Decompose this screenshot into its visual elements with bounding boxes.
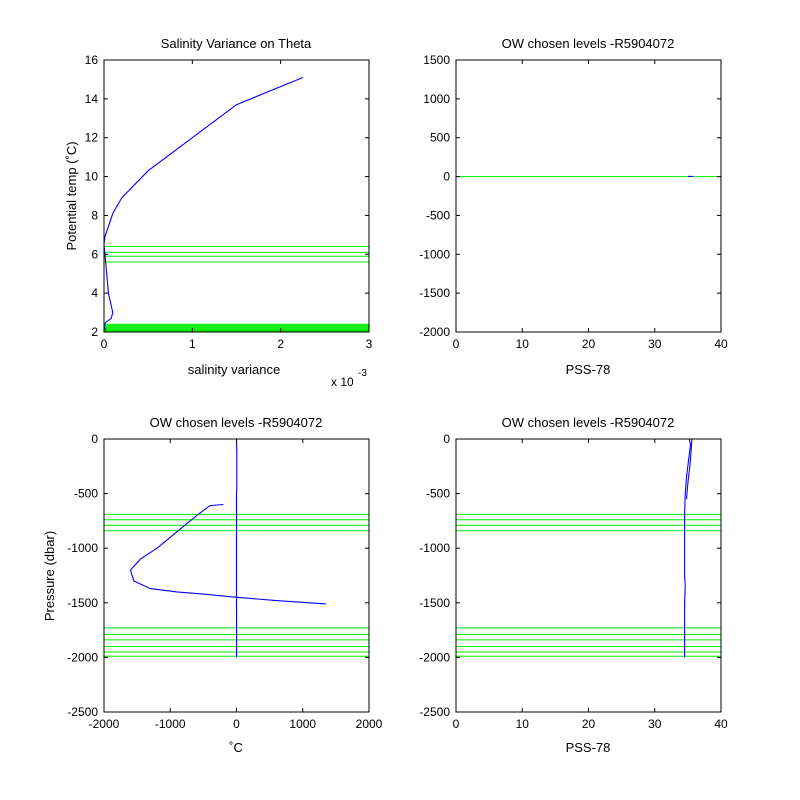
y-tick-label-3-1: -2000 xyxy=(419,650,450,664)
y-tick-label-0-5: 12 xyxy=(85,131,99,145)
panel-pss-levels-top: OW chosen levels -R5904072 0 10 20 30 40 -200… xyxy=(419,36,728,377)
x-tick-label-2-1: -1000 xyxy=(155,717,186,731)
x-tick-label-1-2: 20 xyxy=(582,337,596,351)
x-tick-label-2-0: -2000 xyxy=(89,717,120,731)
y-tick-label-0-0: 2 xyxy=(91,325,98,339)
panel-2-xlabel: ˚C xyxy=(229,740,243,755)
panel-pressure-temp: OW chosen levels -R5904072 -2000 -1000 0 10… xyxy=(42,415,383,755)
panel-3-title: OW chosen levels -R5904072 xyxy=(502,415,675,430)
y-tick-label-2-5: 0 xyxy=(91,432,98,446)
y-tick-label-0-7: 16 xyxy=(85,53,99,67)
x-tick-label-1-3: 30 xyxy=(648,337,662,351)
panel-1-plot: 0 10 20 30 40 -2000 -1500 -1000 -500 0 500 1000 1500 xyxy=(419,53,728,351)
panel-0-title: Salinity Variance on Theta xyxy=(161,36,312,51)
y-tick-label-0-1: 4 xyxy=(91,286,98,300)
x-tick-label-2-3: 1000 xyxy=(289,717,316,731)
panel-2-ylabel: Pressure (dbar) xyxy=(42,531,57,621)
y-tick-label-1-2: -1000 xyxy=(419,247,450,261)
y-tick-label-2-2: -1500 xyxy=(67,596,98,610)
panel-0-x-exponent-power: -3 xyxy=(358,368,367,379)
y-tick-label-2-1: -2000 xyxy=(67,650,98,664)
y-tick-label-1-7: 1500 xyxy=(423,53,450,67)
y-tick-label-3-0: -2500 xyxy=(419,705,450,719)
panel-0-ylabel: Potential temp (˚C) xyxy=(64,141,79,250)
panel-0-xlabel: salinity variance xyxy=(188,362,281,377)
x-tick-label-0-3: 3 xyxy=(366,337,373,351)
y-tick-label-1-6: 1000 xyxy=(423,92,450,106)
x-tick-label-0-1: 1 xyxy=(189,337,196,351)
panel-2-plot: -2000 -1000 0 1000 2000-2500-2000-1500-1000-… xyxy=(67,432,382,731)
panel-1-title: OW chosen levels -R5904072 xyxy=(502,36,675,51)
x-tick-label-2-2: 0 xyxy=(233,717,240,731)
series-line-3-0 xyxy=(684,438,692,658)
y-tick-label-3-4: -500 xyxy=(426,487,450,501)
y-tick-label-0-4: 10 xyxy=(85,170,99,184)
y-tick-label-0-2: 6 xyxy=(91,247,98,261)
y-tick-label-1-3: -500 xyxy=(426,208,450,222)
series-line-3-1 xyxy=(685,438,693,500)
y-tick-label-0-3: 8 xyxy=(91,208,98,222)
x-tick-label-3-0: 0 xyxy=(453,717,460,731)
x-tick-label-3-3: 30 xyxy=(648,717,662,731)
x-tick-label-1-1: 10 xyxy=(516,337,530,351)
x-tick-label-0-2: 2 xyxy=(277,337,284,351)
panel-salinity-variance: Salinity Variance on Theta 0 1 2 3246810121… xyxy=(64,36,373,389)
x-tick-label-0-0: 0 xyxy=(101,337,108,351)
y-tick-label-3-5: 0 xyxy=(443,432,450,446)
x-tick-label-3-2: 20 xyxy=(582,717,596,731)
y-tick-label-0-6: 14 xyxy=(85,92,99,106)
y-tick-label-2-3: -1000 xyxy=(67,541,98,555)
panel-pss-levels-bottom: OW chosen levels -R5904072 0 10 20 30 40 -250… xyxy=(419,415,728,755)
x-tick-label-3-4: 40 xyxy=(714,717,728,731)
panel-1-xlabel: PSS-78 xyxy=(566,362,611,377)
y-tick-label-3-3: -1000 xyxy=(419,541,450,555)
x-tick-label-1-4: 40 xyxy=(714,337,728,351)
series-line-2-1 xyxy=(129,503,326,605)
panel-3-xlabel: PSS-78 xyxy=(566,740,611,755)
panel-3-plot: 0 10 20 30 40 -2500 -2000 -1500 -1000 -500 0 xyxy=(419,432,728,731)
x-tick-label-2-4: 2000 xyxy=(356,717,383,731)
y-tick-label-1-0: -2000 xyxy=(419,325,450,339)
y-tick-label-3-2: -1500 xyxy=(419,596,450,610)
y-tick-label-1-5: 500 xyxy=(430,131,450,145)
x-tick-label-1-0: 0 xyxy=(453,337,460,351)
axes-frame-0 xyxy=(103,59,370,333)
panel-2-title: OW chosen levels -R5904072 xyxy=(150,415,323,430)
x-tick-label-3-1: 10 xyxy=(516,717,530,731)
y-tick-label-1-1: -1500 xyxy=(419,286,450,300)
y-tick-label-1-4: 0 xyxy=(443,170,450,184)
y-tick-label-2-0: -2500 xyxy=(67,705,98,719)
y-tick-label-2-4: -500 xyxy=(74,487,98,501)
panel-0-x-exponent: x 10 xyxy=(331,375,354,389)
